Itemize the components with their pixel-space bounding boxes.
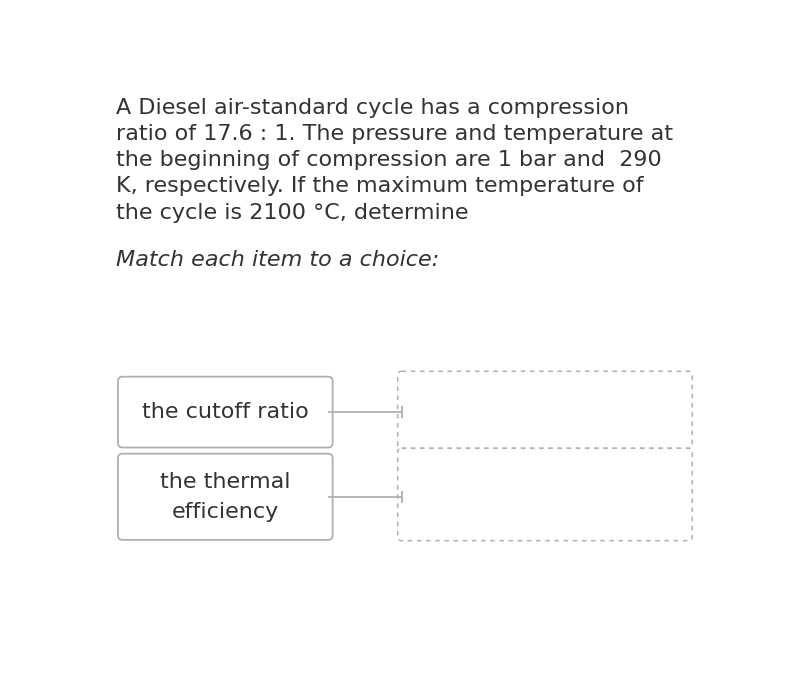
Text: K, respectively. If the maximum temperature of: K, respectively. If the maximum temperat… bbox=[116, 176, 644, 196]
FancyBboxPatch shape bbox=[398, 448, 692, 541]
Text: the cycle is 2100 °C, determine: the cycle is 2100 °C, determine bbox=[116, 202, 469, 223]
Text: the beginning of compression are 1 bar and  290: the beginning of compression are 1 bar a… bbox=[116, 151, 662, 170]
FancyBboxPatch shape bbox=[118, 454, 332, 540]
Text: A Diesel air-standard cycle has a compression: A Diesel air-standard cycle has a compre… bbox=[116, 98, 630, 118]
FancyBboxPatch shape bbox=[118, 377, 332, 448]
Text: ratio of 17.6 : 1. The pressure and temperature at: ratio of 17.6 : 1. The pressure and temp… bbox=[116, 124, 673, 144]
Text: the thermal
efficiency: the thermal efficiency bbox=[160, 472, 290, 522]
FancyBboxPatch shape bbox=[398, 371, 692, 448]
Text: Match each item to a choice:: Match each item to a choice: bbox=[116, 250, 440, 271]
Text: the cutoff ratio: the cutoff ratio bbox=[142, 402, 308, 422]
